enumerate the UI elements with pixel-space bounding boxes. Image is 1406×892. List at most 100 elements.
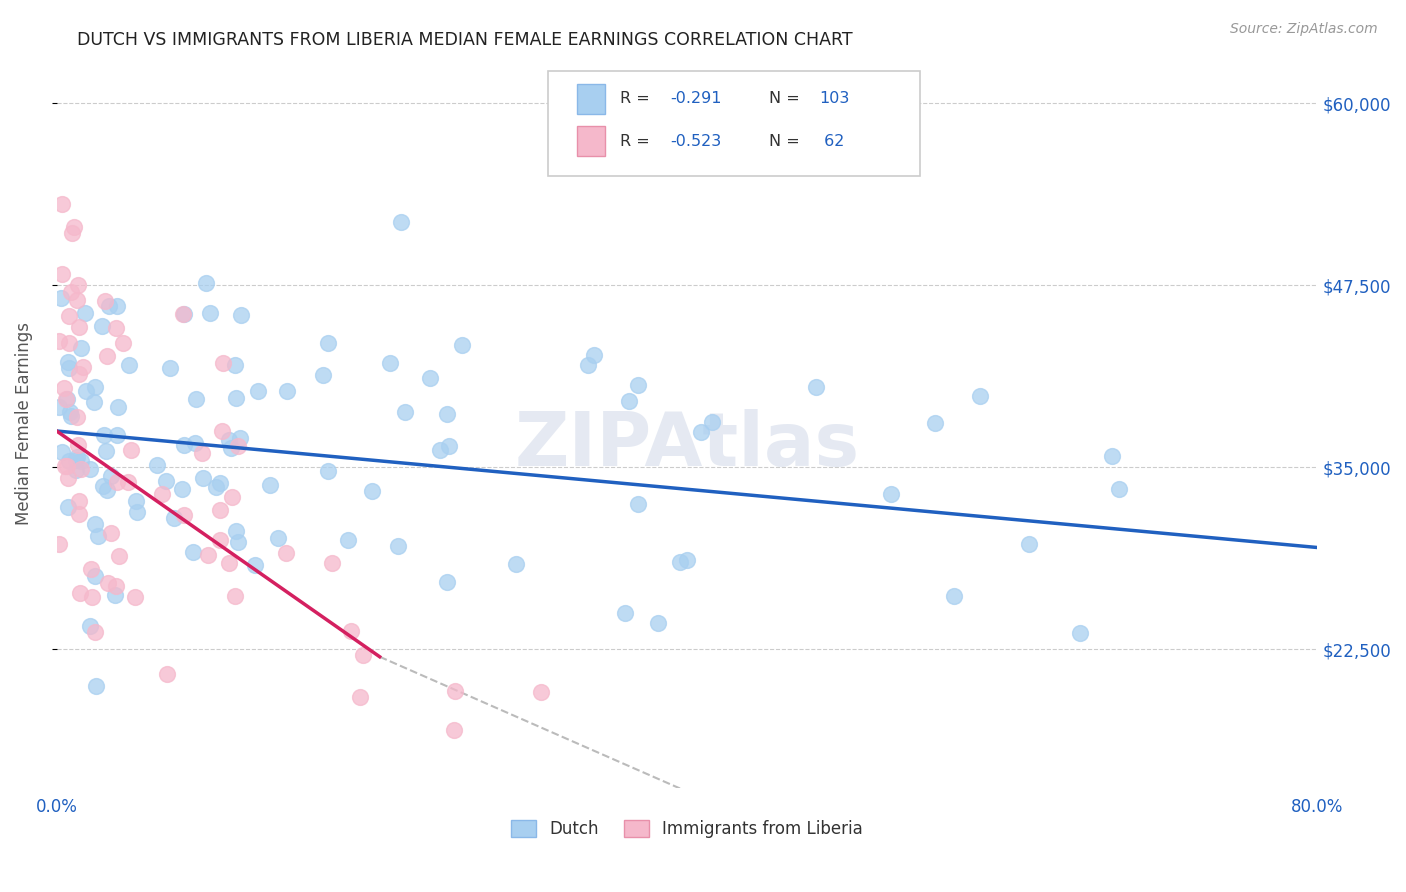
Point (97, 576, 120, 591)
Point (55, 392, 77, 407)
Point (48, 400, 70, 414)
Point (336, 533, 359, 547)
Point (56, 500, 79, 514)
Point (226, 534, 249, 549)
Point (943, 589, 966, 603)
Point (55, 458, 77, 473)
Point (361, 483, 384, 498)
Point (224, 589, 246, 603)
Point (443, 723, 465, 737)
Point (82, 590, 104, 604)
Point (112, 335, 135, 350)
Point (690, 425, 713, 439)
Text: N =: N = (769, 134, 804, 149)
Point (67, 278, 90, 293)
Point (208, 533, 231, 547)
Point (378, 356, 401, 370)
Point (173, 508, 195, 522)
Point (67, 320, 90, 334)
Point (245, 558, 267, 573)
Point (229, 308, 252, 322)
Point (172, 483, 194, 497)
Point (530, 685, 553, 699)
Point (676, 553, 699, 567)
Point (221, 490, 243, 504)
Point (67, 368, 90, 382)
Point (84, 625, 107, 640)
Point (48, 334, 70, 348)
Point (58, 335, 80, 350)
Point (124, 591, 146, 605)
Legend: Dutch, Immigrants from Liberia: Dutch, Immigrants from Liberia (505, 814, 870, 845)
Point (150, 487, 173, 501)
Point (73, 306, 96, 320)
Point (79, 618, 101, 632)
Point (118, 358, 141, 372)
Point (125, 493, 148, 508)
Point (90, 318, 112, 333)
Point (321, 556, 343, 570)
Point (80, 561, 103, 575)
Point (614, 606, 637, 620)
Point (49, 292, 72, 306)
Point (66, 450, 89, 465)
Point (156, 667, 179, 681)
Point (79, 462, 101, 476)
Point (53, 381, 76, 395)
Point (229, 431, 252, 445)
Point (58, 361, 80, 376)
Point (51, 444, 73, 458)
Point (172, 307, 194, 321)
Point (389, 215, 412, 229)
Point (880, 487, 903, 501)
Point (105, 427, 128, 442)
Point (67, 438, 90, 452)
Point (312, 368, 335, 383)
Point (155, 474, 177, 488)
Point (702, 415, 724, 429)
Point (436, 408, 458, 422)
Point (120, 443, 142, 458)
Point (159, 361, 181, 376)
Point (107, 400, 129, 414)
Point (191, 471, 214, 485)
Point (1108, 482, 1130, 496)
FancyBboxPatch shape (548, 70, 921, 176)
Point (163, 510, 186, 524)
Text: -0.291: -0.291 (671, 91, 723, 106)
Point (806, 380, 828, 394)
Point (184, 392, 207, 406)
Point (104, 588, 127, 602)
Point (59, 285, 82, 299)
Point (69, 453, 91, 467)
Point (69, 508, 91, 522)
Point (62, 227, 84, 241)
Text: -0.523: -0.523 (671, 134, 721, 149)
Y-axis label: Median Female Earnings: Median Female Earnings (15, 322, 32, 525)
Point (75, 384, 97, 398)
Point (105, 299, 128, 313)
Point (259, 478, 281, 492)
Point (63, 220, 86, 235)
Point (212, 356, 235, 370)
Point (60, 409, 83, 423)
Point (1101, 449, 1123, 463)
Point (105, 579, 128, 593)
Point (65, 463, 87, 477)
Point (66, 293, 89, 307)
Point (70, 462, 93, 476)
Bar (578, 84, 605, 114)
Point (276, 546, 298, 560)
Point (84, 569, 107, 583)
Point (51, 196, 73, 211)
Text: DUTCH VS IMMIGRANTS FROM LIBERIA MEDIAN FEMALE EARNINGS CORRELATION CHART: DUTCH VS IMMIGRANTS FROM LIBERIA MEDIAN … (77, 31, 853, 49)
Point (200, 306, 222, 320)
Point (195, 277, 218, 291)
Point (225, 524, 247, 538)
Point (53, 458, 76, 473)
Point (340, 624, 363, 638)
Point (84, 679, 107, 693)
Point (72, 359, 94, 374)
Point (436, 575, 458, 590)
Point (69, 586, 91, 600)
